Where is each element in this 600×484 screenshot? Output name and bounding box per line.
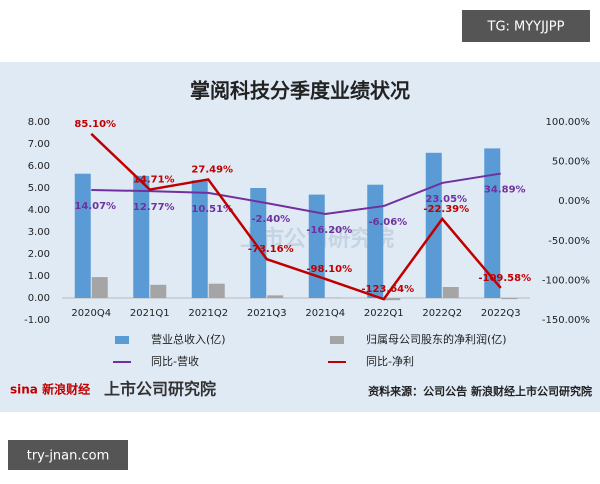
watermark: TG: MYYJJPP <box>487 20 565 35</box>
data-label: -73.16% <box>248 244 294 255</box>
legend-label: 同比-净利 <box>366 354 414 368</box>
bar <box>192 180 208 298</box>
bar <box>443 287 459 298</box>
x-tick-label: 2021Q4 <box>305 308 345 319</box>
data-label: -6.06% <box>368 217 407 228</box>
y-tick-label: 6.00 <box>28 161 50 172</box>
data-label: 14.07% <box>74 201 116 212</box>
y2-tick-label: 100.00% <box>546 117 591 128</box>
bar <box>384 298 400 300</box>
y-tick-label: 4.00 <box>28 205 50 216</box>
data-label: -22.39% <box>423 204 469 215</box>
data-label: -98.10% <box>306 264 352 275</box>
bar <box>92 277 108 298</box>
x-tick-label: 2022Q1 <box>364 308 404 319</box>
x-tick-label: 2022Q2 <box>422 308 462 319</box>
x-tick-label: 2020Q4 <box>71 308 111 319</box>
data-label: -123.64% <box>361 284 414 295</box>
y-tick-label: 0.00 <box>28 293 50 304</box>
bar <box>267 295 283 298</box>
y-tick-label: 7.00 <box>28 139 50 150</box>
y-tick-label: -1.00 <box>24 315 50 326</box>
legend-swatch <box>115 336 129 344</box>
y2-tick-label: -50.00% <box>548 236 590 247</box>
logo: sina 新浪财经 <box>10 382 90 397</box>
y-tick-label: 8.00 <box>28 117 50 128</box>
institute-logo: 上市公司研究院 <box>104 380 216 399</box>
y2-tick-label: -150.00% <box>542 315 590 326</box>
data-label: 27.49% <box>191 164 233 175</box>
bar <box>209 284 225 298</box>
y2-tick-label: 0.00% <box>558 196 590 207</box>
bar <box>309 195 325 298</box>
y-tick-label: 1.00 <box>28 271 50 282</box>
chart-title: 掌阅科技分季度业绩状况 <box>190 79 410 103</box>
x-tick-label: 2021Q2 <box>188 308 228 319</box>
y-tick-label: 2.00 <box>28 249 50 260</box>
legend-label: 同比-营收 <box>151 354 199 368</box>
source: 资料来源：公司公告 新浪财经上市公司研究院 <box>368 384 592 398</box>
bar <box>501 298 517 299</box>
data-label: 12.77% <box>133 202 175 213</box>
legend-swatch <box>330 336 344 344</box>
legend-label: 营业总收入(亿) <box>151 332 226 346</box>
x-tick-label: 2021Q3 <box>247 308 287 319</box>
legend-label: 归属母公司股东的净利润(亿) <box>366 332 507 346</box>
data-label: 85.10% <box>74 119 116 130</box>
data-label: -109.58% <box>478 273 531 284</box>
x-tick-label: 2022Q3 <box>481 308 521 319</box>
bar <box>426 153 442 298</box>
y2-tick-label: -100.00% <box>542 275 590 286</box>
bar <box>367 185 383 298</box>
y-tick-label: 5.00 <box>28 183 50 194</box>
bar <box>250 188 266 298</box>
bar <box>75 174 91 298</box>
data-label: -16.20% <box>306 225 352 236</box>
data-label: 14.71% <box>133 175 175 186</box>
data-label: -2.40% <box>251 214 290 225</box>
y2-tick-label: 50.00% <box>552 157 590 168</box>
y-tick-label: 3.00 <box>28 227 50 238</box>
site: try-jnan.com <box>27 449 110 464</box>
bar <box>133 176 149 298</box>
x-tick-label: 2021Q1 <box>130 308 170 319</box>
bar <box>150 285 166 298</box>
data-label: 34.89% <box>484 185 526 196</box>
